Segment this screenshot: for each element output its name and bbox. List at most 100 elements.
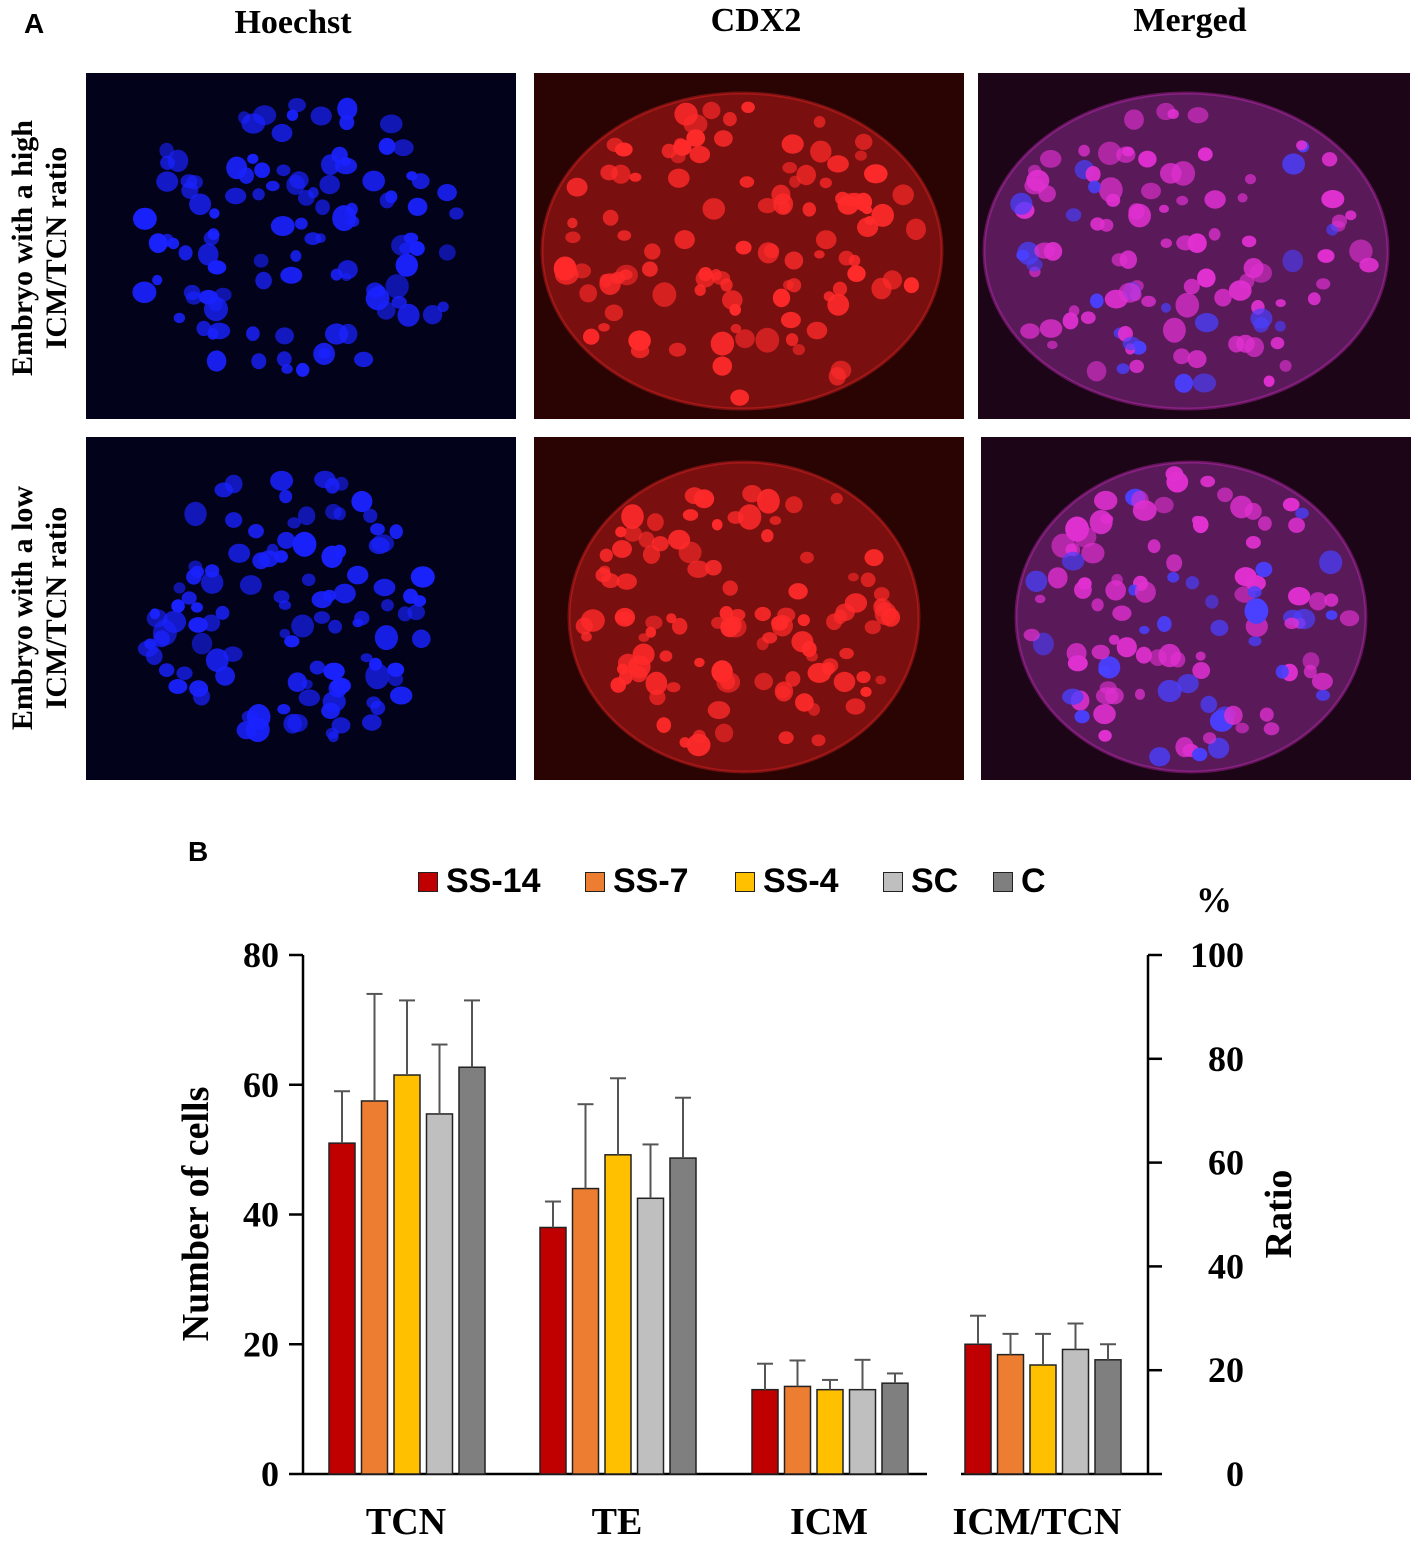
cell-nucleus [365, 663, 390, 690]
cell-nucleus [1156, 102, 1176, 121]
cell-nucleus [1090, 217, 1105, 231]
cell-nucleus [722, 290, 743, 310]
cell-nucleus [266, 180, 280, 192]
cell-nucleus [1191, 515, 1203, 525]
cell-nucleus [201, 571, 224, 594]
bar-ss-4-tcn [393, 1074, 421, 1475]
cell-nucleus [864, 549, 884, 567]
cell-nucleus [252, 552, 270, 570]
cell-nucleus [410, 566, 435, 588]
cell-nucleus [1165, 466, 1184, 482]
cell-nucleus [363, 508, 378, 523]
cell-nucleus [280, 266, 303, 284]
cell-nucleus [785, 333, 799, 347]
cell-nucleus [617, 653, 639, 673]
cell-nucleus [1241, 235, 1257, 248]
cell-nucleus [811, 734, 826, 747]
cell-nucleus [277, 704, 291, 715]
cell-nucleus [830, 492, 843, 505]
cell-nucleus [1090, 293, 1104, 309]
cell-nucleus [1010, 192, 1033, 215]
cell-nucleus [652, 282, 677, 307]
cell-nucleus [826, 613, 843, 631]
cell-nucleus [1141, 295, 1156, 307]
cell-nucleus [1177, 674, 1199, 694]
cell-nucleus [347, 216, 360, 227]
cell-nucleus [1160, 163, 1182, 184]
cell-nucleus [614, 142, 633, 157]
cell-nucleus [331, 146, 348, 164]
cell-nucleus [313, 611, 330, 624]
cell-nucleus [638, 531, 655, 548]
cell-nucleus [1303, 664, 1317, 679]
cell-nucleus [723, 112, 737, 127]
cell-nucleus [1073, 526, 1097, 548]
cell-nucleus [148, 233, 168, 254]
cell-nucleus [833, 671, 856, 692]
cell-nucleus [810, 140, 832, 163]
cell-nucleus [795, 693, 814, 712]
cell-nucleus [791, 631, 814, 653]
cell-nucleus [369, 657, 382, 671]
cell-nucleus [378, 137, 396, 155]
cell-nucleus [1159, 204, 1169, 213]
cell-nucleus [666, 682, 681, 693]
cell-nucleus [668, 168, 690, 188]
cell-nucleus [1043, 242, 1063, 261]
cell-nucleus [294, 217, 308, 230]
cell-nucleus [374, 625, 398, 651]
cell-nucleus [1124, 109, 1144, 130]
cell-nucleus [253, 253, 269, 268]
cell-nucleus [1321, 152, 1338, 167]
cell-nucleus [599, 548, 613, 562]
cell-nucleus [1282, 249, 1304, 273]
cell-nucleus [202, 614, 221, 632]
cell-nucleus [1187, 350, 1207, 369]
cell-nucleus [666, 613, 677, 624]
cell-nucleus [678, 541, 702, 564]
cell-nucleus [1245, 536, 1261, 549]
cell-nucleus [241, 113, 266, 134]
bar-ss-7-icm [783, 1385, 812, 1475]
cell-nucleus [672, 617, 688, 635]
right-tick-label: 60 [1208, 1143, 1244, 1183]
cell-nucleus [1234, 567, 1257, 587]
cell-nucleus [583, 328, 600, 345]
cell-nucleus [730, 389, 750, 406]
cell-nucleus [1250, 308, 1273, 329]
cell-nucleus [1235, 722, 1249, 734]
cell-nucleus [614, 607, 636, 627]
cell-nucleus [370, 523, 385, 536]
cell-nucleus [1247, 586, 1262, 598]
cell-nucleus [623, 525, 642, 542]
cell-nucleus [203, 231, 220, 246]
cell-nucleus [1210, 619, 1229, 636]
bar-ss-7-icm-tcn [996, 1353, 1025, 1475]
cell-nucleus [1345, 210, 1357, 221]
cell-nucleus [815, 230, 837, 250]
cell-nucleus [301, 679, 313, 690]
cell-nucleus [757, 488, 780, 514]
cell-nucleus [682, 509, 699, 521]
cell-nucleus [181, 591, 197, 605]
cell-nucleus [1237, 193, 1248, 203]
cell-nucleus [689, 145, 711, 164]
cell-nucleus [438, 244, 456, 261]
cell-nucleus [1081, 542, 1105, 564]
cell-nucleus [214, 482, 234, 498]
cell-nucleus [788, 583, 808, 600]
cell-nucleus [777, 201, 791, 214]
cell-nucleus [711, 271, 731, 285]
cell-nucleus [387, 662, 405, 677]
right-axis-unit: % [1196, 880, 1232, 920]
cell-nucleus [1224, 705, 1243, 725]
cell-nucleus [1023, 628, 1040, 642]
cell-nucleus [1047, 340, 1058, 350]
cell-nucleus [1166, 554, 1183, 572]
cell-nucleus [705, 559, 722, 576]
bar-ss-4-icm-tcn [1029, 1364, 1057, 1475]
cell-nucleus [1149, 747, 1171, 767]
cell-nucleus [271, 123, 293, 143]
cell-nucleus [337, 260, 358, 280]
cell-nucleus [1243, 258, 1264, 279]
